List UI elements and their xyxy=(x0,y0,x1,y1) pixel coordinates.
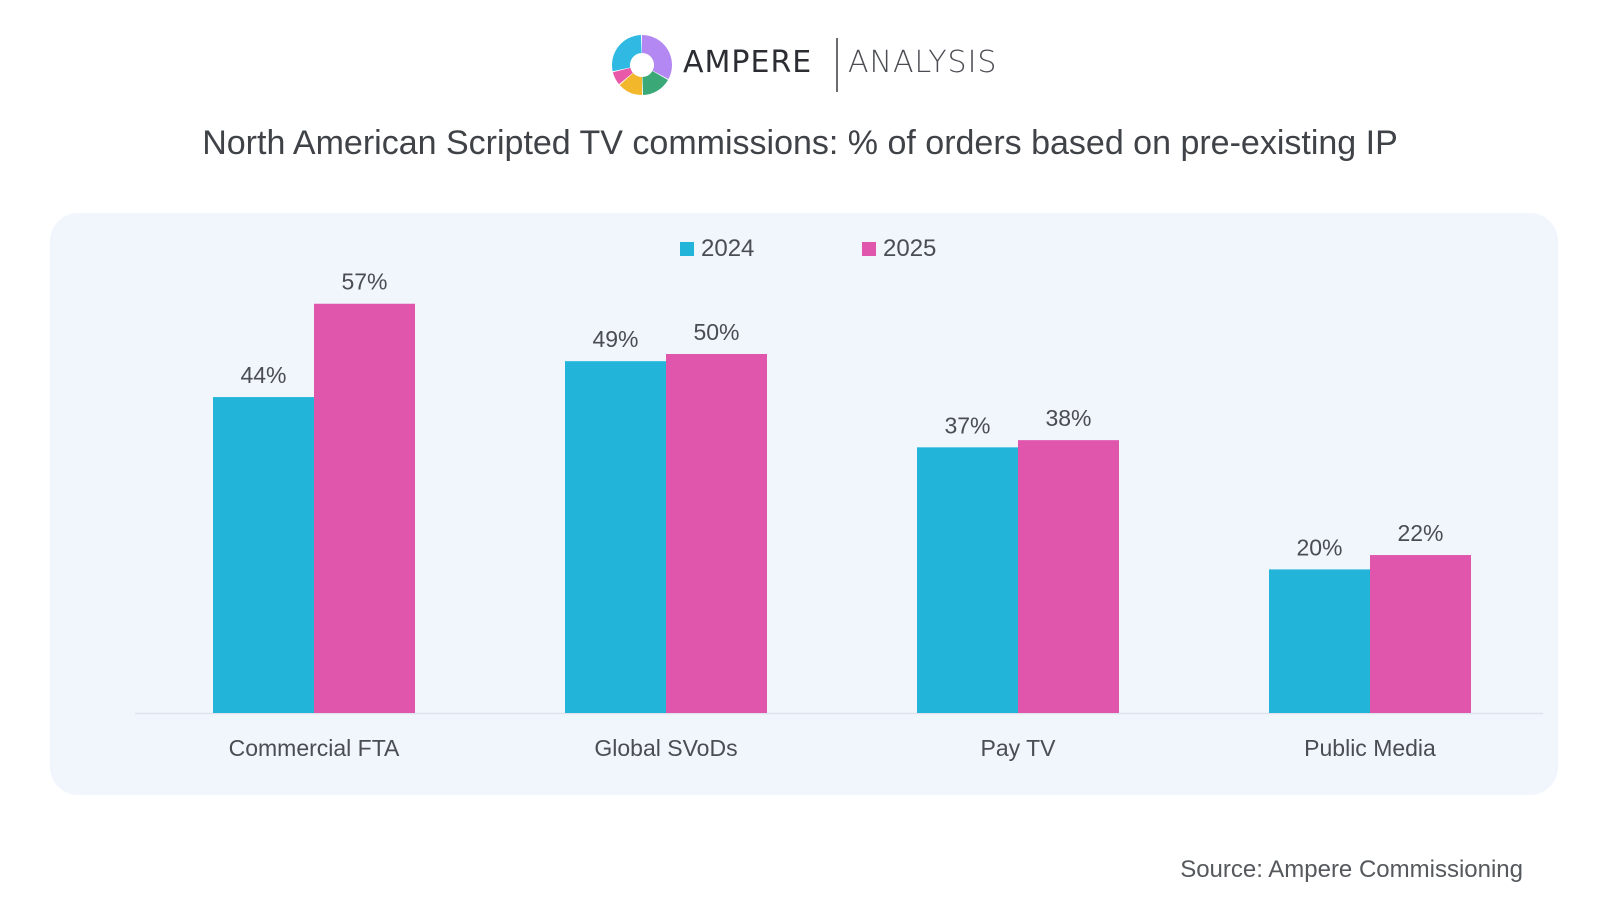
bar-2024-pay-tv xyxy=(917,447,1018,713)
legend-item-2024: 2024 xyxy=(680,235,755,262)
legend-item-2025: 2025 xyxy=(862,235,937,262)
bar-2025-commercial-fta xyxy=(314,303,415,713)
bar-2025-public-media xyxy=(1370,555,1471,713)
legend-label-2024: 2024 xyxy=(701,235,755,262)
logo-segment-purple xyxy=(642,35,672,80)
data-label: 37% xyxy=(944,412,990,438)
data-label: 49% xyxy=(592,326,638,352)
category-label: Public Media xyxy=(1304,735,1436,761)
logo-brand-text: AMPERE xyxy=(683,45,813,80)
data-label: 38% xyxy=(1045,405,1091,431)
source-note: Source: Ampere Commissioning xyxy=(1180,856,1523,883)
bar-2024-global-svods xyxy=(565,361,666,713)
data-label: 20% xyxy=(1296,534,1342,560)
logo-segment-yellow xyxy=(619,73,642,95)
logo-segment-pink xyxy=(612,67,633,85)
category-label: Commercial FTA xyxy=(229,735,400,761)
logo-brand-secondary-text: ANALYSIS xyxy=(848,45,998,80)
data-label: 22% xyxy=(1397,520,1443,546)
legend-label-2025: 2025 xyxy=(883,235,937,262)
logo-segment-blue xyxy=(612,35,642,72)
logo-segment-green xyxy=(642,71,668,95)
logo-divider xyxy=(836,38,838,92)
data-label: 57% xyxy=(341,269,387,295)
legend-swatch-2024 xyxy=(680,242,694,256)
legend-swatch-2025 xyxy=(862,242,876,256)
bar-2025-pay-tv xyxy=(1018,440,1119,713)
bar-2024-public-media xyxy=(1269,569,1370,713)
category-label: Pay TV xyxy=(981,735,1057,761)
data-label: 44% xyxy=(240,362,286,388)
category-label: Global SVoDs xyxy=(594,735,737,761)
chart-title: North American Scripted TV commissions: … xyxy=(202,124,1398,162)
logo-donut-icon xyxy=(612,35,672,95)
ampere-analysis-logo: AMPERE ANALYSIS xyxy=(608,33,1008,97)
bar-2025-global-svods xyxy=(666,354,767,713)
data-label: 50% xyxy=(693,319,739,345)
bar-2024-commercial-fta xyxy=(213,397,314,713)
